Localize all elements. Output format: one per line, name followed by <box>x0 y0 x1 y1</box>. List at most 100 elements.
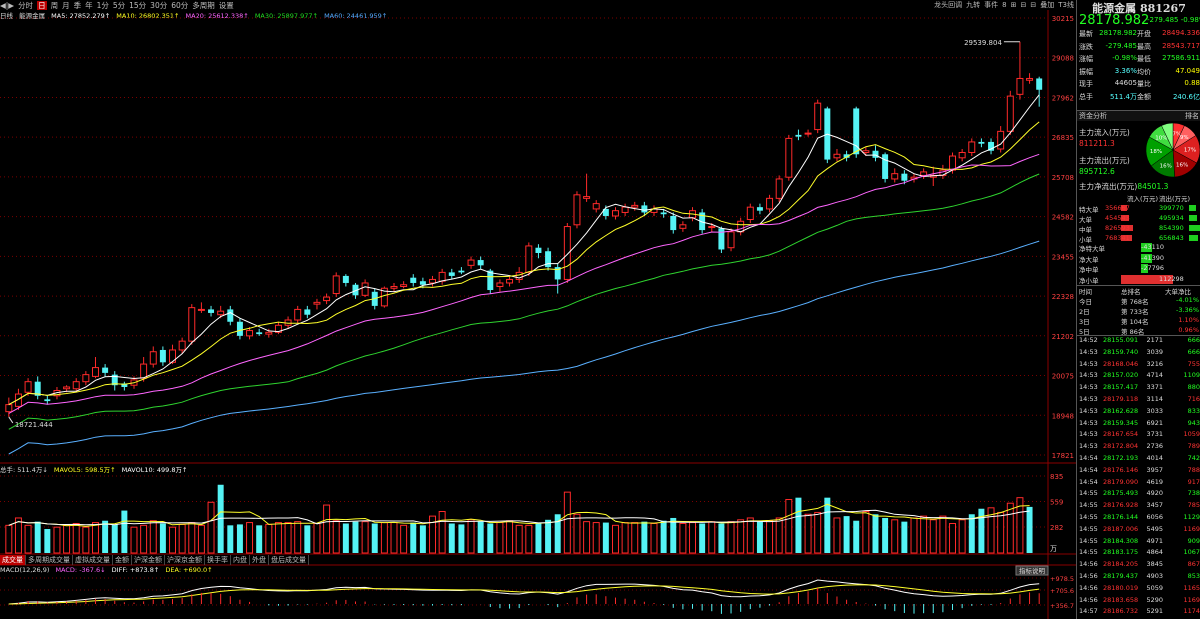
chart-tool-item[interactable]: ⊟ <box>1020 1 1027 9</box>
fund-table-row: 小单 768341 656843 <box>1077 234 1200 246</box>
price-tick-label: 18948 <box>1052 412 1074 420</box>
toolbar-item[interactable]: 30分 <box>150 1 168 10</box>
tick-time: 14:57 <box>1079 607 1098 616</box>
toolbar-item[interactable]: 年 <box>85 1 93 10</box>
tick-count: 1067 <box>1183 548 1200 557</box>
quote-value: 0.88 <box>1184 79 1200 87</box>
toolbar-item[interactable]: 1分 <box>96 1 109 10</box>
indicator-tab[interactable]: 内盘 <box>231 555 250 565</box>
outflow-value: 399770 <box>1159 204 1184 212</box>
indicator-tab[interactable]: 金额 <box>113 555 132 565</box>
volume-bar <box>63 524 71 554</box>
tick-row: 14:55 28176.144 6056 1129 <box>1077 513 1200 525</box>
chart-tool-item[interactable]: 叠加 <box>1040 1 1055 9</box>
candle-body <box>592 203 600 210</box>
tick-row: 14:53 28162.628 3033 833 <box>1077 407 1200 419</box>
indicator-tab[interactable]: 沪深京金额 <box>165 555 205 565</box>
indicator-tab[interactable]: 盘后成交量 <box>269 555 309 565</box>
toolbar-item[interactable]: 60分 <box>171 1 189 10</box>
indicator-tab[interactable]: 虚拟成交量 <box>73 555 113 565</box>
tick-time: 14:55 <box>1079 513 1098 521</box>
indicator-help-button[interactable] <box>1015 565 1049 576</box>
toolbar-item[interactable]: 5分 <box>112 1 126 10</box>
toolbar-item[interactable]: ◀|▶ <box>0 1 15 10</box>
tick-price: 28183.658 <box>1103 595 1139 604</box>
volume-bar <box>910 517 918 554</box>
chart-tool-item[interactable]: 龙头回调 <box>934 1 963 9</box>
quote-row: 总手 511.4万 金额 240.6亿 <box>1077 92 1200 105</box>
volume-bar <box>987 507 995 554</box>
tick-time: 14:53 <box>1079 347 1098 356</box>
candle-body <box>515 271 523 280</box>
pie-label: 17% <box>1184 147 1196 153</box>
tick-time: 14:53 <box>1079 430 1098 439</box>
candle-body <box>400 284 408 287</box>
indicator-tab[interactable]: 多周期成交量 <box>26 555 73 565</box>
volume-bar <box>265 523 273 554</box>
toolbar-item[interactable]: 15分 <box>129 1 147 10</box>
toolbar-item[interactable]: 月 <box>62 1 70 10</box>
inflow-value: 826593 <box>1105 224 1130 232</box>
net-flow-row: 净中单 -27796 <box>1077 264 1200 276</box>
indicator-tab[interactable]: 换手率 <box>205 555 231 565</box>
volume-bar <box>458 524 465 553</box>
candle-body <box>352 284 359 296</box>
candle-body <box>611 210 619 217</box>
tick-row: 14:54 28179.090 4619 917 <box>1077 478 1200 490</box>
outflow-bar <box>1189 205 1196 211</box>
chart-tool-item[interactable]: 事件 <box>984 1 999 9</box>
chart-tool-item[interactable]: 九转 <box>966 1 981 9</box>
volume-bar <box>400 524 408 554</box>
candle-body <box>178 340 186 351</box>
chart-tool-item[interactable]: ⊞ <box>1010 1 1017 9</box>
candle-body <box>380 287 388 307</box>
quote-label: 涨幅 <box>1079 55 1093 63</box>
indicator-tab[interactable]: 外盘 <box>250 555 269 565</box>
tick-price: 28179.090 <box>1103 477 1139 486</box>
volume-bar <box>804 513 812 554</box>
toolbar-item[interactable]: 分时 <box>18 1 34 10</box>
volume-bar <box>217 484 224 553</box>
chart-tool-item[interactable]: 8 <box>1002 1 1007 9</box>
candle-body <box>1036 78 1043 90</box>
last-price: 28178.982 <box>1079 13 1150 28</box>
kline-chart[interactable]: 30215 29088 27962 26835 25708 24582 23455 22328… <box>0 0 1076 619</box>
toolbar-item[interactable]: 周 <box>50 1 59 10</box>
rank-button[interactable]: 排名 <box>1185 112 1199 120</box>
indicator-tab[interactable]: 沪深金额 <box>132 555 165 565</box>
volume-bar <box>496 522 504 554</box>
candle-body <box>72 381 80 390</box>
rank-row: 5日 第 86名 0.96% <box>1077 326 1200 338</box>
tick-volume: 3731 <box>1146 430 1163 439</box>
quote-label: 振幅 <box>1079 67 1093 76</box>
tick-count: 1174 <box>1183 607 1200 616</box>
toolbar-item[interactable]: 日 <box>37 1 47 10</box>
indicator-tab[interactable]: 成交量 <box>0 555 26 565</box>
indicator-tabs: 成交量 多周期成交量 虚拟成交量 金额 沪深金额 沪深京金额 换手率 内盘 外盘 盘后成交量 <box>0 555 309 565</box>
candle-body <box>602 208 609 216</box>
rank-net-pct: -3.36% <box>1176 306 1199 314</box>
toolbar-item[interactable]: 季 <box>73 1 82 10</box>
candle-body <box>795 134 802 137</box>
fund-table-header: 流入(万元) 流出(万元) <box>1077 193 1200 205</box>
total-volume: 总手: 511.4万↓ <box>0 466 48 474</box>
tick-row: 14:53 28179.118 3114 716 <box>1077 395 1200 407</box>
candle-body <box>583 196 591 199</box>
volume-bar <box>660 520 667 553</box>
candle-body <box>1006 95 1014 132</box>
volume-bar <box>342 523 349 553</box>
rank-row: 2日 第 733名 -3.36% <box>1077 306 1200 318</box>
chart-tool-item[interactable]: ⊟ <box>1030 1 1037 9</box>
candle-body <box>313 301 321 305</box>
tick-price: 28157.417 <box>1103 383 1139 392</box>
quote-value: 3.36% <box>1114 66 1137 75</box>
toolbar-item[interactable]: 设置 <box>218 1 234 10</box>
candle-body <box>660 212 667 215</box>
chart-tool-item[interactable]: T3线 <box>1058 1 1074 9</box>
pie-label: 10% <box>1155 136 1167 142</box>
tick-count: 1109 <box>1183 371 1200 380</box>
toolbar-item[interactable]: 多周期 <box>192 1 215 10</box>
candle-body <box>102 367 109 373</box>
quote-label: 开盘 <box>1137 30 1151 38</box>
volume-bar <box>1026 506 1033 553</box>
